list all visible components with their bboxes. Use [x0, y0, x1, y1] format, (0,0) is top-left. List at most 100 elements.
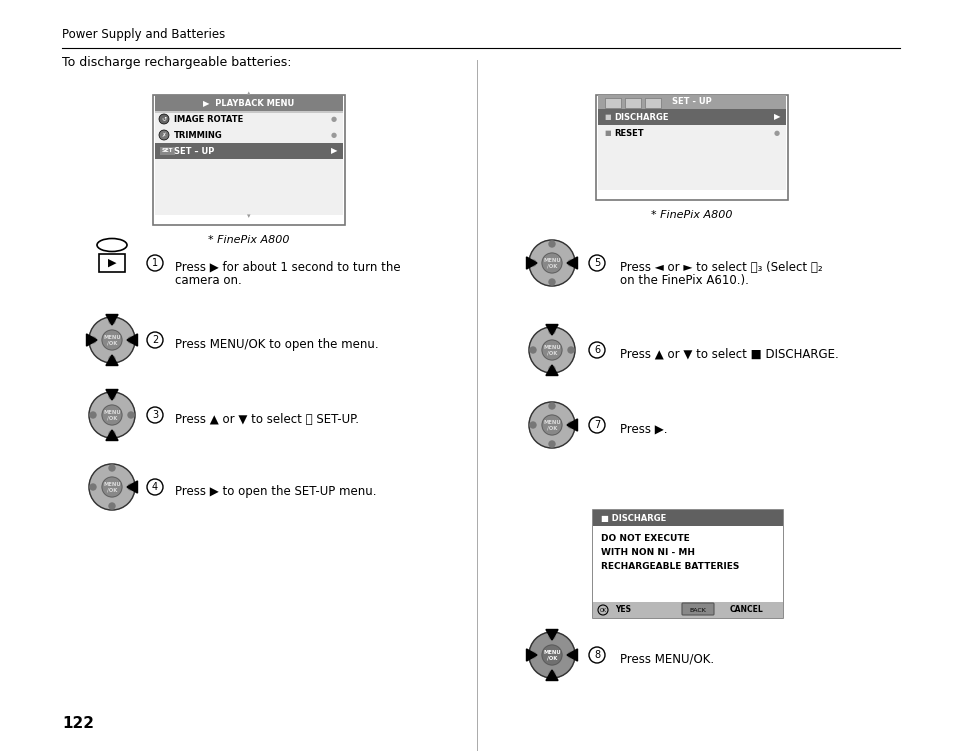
FancyBboxPatch shape — [644, 98, 660, 108]
Text: * FinePix A800: * FinePix A800 — [208, 235, 290, 245]
Text: 7: 7 — [594, 420, 599, 430]
FancyBboxPatch shape — [99, 254, 125, 272]
Text: * FinePix A800: * FinePix A800 — [651, 210, 732, 220]
Circle shape — [102, 330, 122, 350]
Circle shape — [548, 403, 555, 409]
Text: ▶: ▶ — [108, 258, 116, 268]
Text: YES: YES — [615, 606, 630, 615]
Circle shape — [567, 347, 574, 353]
Text: 1: 1 — [152, 258, 158, 268]
Text: Press ▶.: Press ▶. — [619, 423, 667, 436]
Text: To discharge rechargeable batteries:: To discharge rechargeable batteries: — [62, 56, 292, 69]
FancyBboxPatch shape — [154, 143, 343, 159]
Circle shape — [530, 260, 536, 266]
Circle shape — [529, 240, 575, 286]
FancyBboxPatch shape — [624, 98, 640, 108]
FancyBboxPatch shape — [598, 111, 785, 190]
Text: camera on.: camera on. — [174, 274, 241, 287]
Circle shape — [109, 431, 115, 437]
Text: IMAGE ROTATE: IMAGE ROTATE — [173, 115, 243, 124]
Text: OK: OK — [598, 608, 606, 612]
Text: ■: ■ — [603, 130, 610, 136]
Circle shape — [102, 477, 122, 497]
Circle shape — [541, 340, 561, 360]
Circle shape — [90, 337, 96, 343]
Circle shape — [159, 114, 169, 124]
Text: RECHARGEABLE BATTERIES: RECHARGEABLE BATTERIES — [600, 562, 739, 571]
FancyBboxPatch shape — [598, 109, 785, 125]
Circle shape — [548, 279, 555, 285]
Text: ●: ● — [331, 132, 336, 138]
Text: Press ▶ to open the SET-UP menu.: Press ▶ to open the SET-UP menu. — [174, 485, 376, 498]
Circle shape — [548, 328, 555, 334]
Text: MENU
/OK: MENU /OK — [542, 257, 560, 268]
Text: BACK: BACK — [689, 608, 706, 612]
Circle shape — [530, 652, 536, 658]
Text: MENU
/OK: MENU /OK — [542, 420, 560, 430]
Text: Press MENU/OK to open the menu.: Press MENU/OK to open the menu. — [174, 338, 378, 351]
Circle shape — [128, 412, 133, 418]
Text: 2: 2 — [152, 335, 158, 345]
Text: Press MENU/OK.: Press MENU/OK. — [619, 653, 714, 666]
Circle shape — [109, 465, 115, 471]
Circle shape — [529, 402, 575, 448]
Text: ■ DISCHARGE: ■ DISCHARGE — [600, 513, 665, 522]
FancyBboxPatch shape — [604, 98, 620, 108]
Text: MENU
/OK: MENU /OK — [542, 344, 560, 356]
Circle shape — [109, 356, 115, 362]
Text: MENU
/OK: MENU /OK — [103, 482, 121, 492]
Text: ↺: ↺ — [161, 116, 167, 122]
Text: 8: 8 — [594, 650, 599, 660]
FancyBboxPatch shape — [593, 510, 782, 526]
Text: MENU
/OK: MENU /OK — [542, 649, 560, 661]
Circle shape — [159, 130, 169, 140]
Text: SET – UP: SET – UP — [173, 146, 214, 156]
Text: DO NOT EXECUTE: DO NOT EXECUTE — [600, 534, 689, 543]
FancyBboxPatch shape — [598, 97, 785, 190]
Circle shape — [548, 633, 555, 639]
Circle shape — [541, 645, 561, 665]
Text: 4: 4 — [152, 482, 158, 492]
Text: Press ▲ or ▼ to select ■ DISCHARGE.: Press ▲ or ▼ to select ■ DISCHARGE. — [619, 348, 838, 361]
Circle shape — [567, 422, 574, 428]
Circle shape — [530, 422, 536, 428]
Text: ●: ● — [331, 116, 336, 122]
Text: TRIMMING: TRIMMING — [173, 131, 222, 140]
Text: 122: 122 — [62, 716, 94, 731]
Circle shape — [548, 241, 555, 247]
Text: DISCHARGE: DISCHARGE — [614, 112, 668, 122]
Text: 6: 6 — [594, 345, 599, 355]
FancyBboxPatch shape — [596, 95, 787, 200]
Text: SET - UP: SET - UP — [672, 97, 711, 106]
Circle shape — [128, 484, 133, 490]
Circle shape — [89, 392, 135, 438]
Circle shape — [529, 632, 575, 678]
Text: ●: ● — [773, 130, 780, 136]
Text: ▴: ▴ — [247, 90, 251, 96]
Text: 5: 5 — [594, 258, 599, 268]
Text: Press ▶ for about 1 second to turn the: Press ▶ for about 1 second to turn the — [174, 261, 400, 274]
Circle shape — [128, 337, 133, 343]
Text: WITH NON NI - MH: WITH NON NI - MH — [600, 548, 695, 557]
Text: ▶  PLAYBACK MENU: ▶ PLAYBACK MENU — [203, 98, 294, 107]
Circle shape — [102, 405, 122, 425]
Text: Press ▲ or ▼ to select Ⓢ SET-UP.: Press ▲ or ▼ to select Ⓢ SET-UP. — [174, 413, 358, 426]
Circle shape — [567, 260, 574, 266]
Circle shape — [567, 652, 574, 658]
Text: MENU
/OK: MENU /OK — [103, 334, 121, 345]
Text: MENU
/OK: MENU /OK — [103, 410, 121, 421]
Text: CANCEL: CANCEL — [729, 606, 763, 615]
FancyBboxPatch shape — [154, 113, 343, 215]
Text: Power Supply and Batteries: Power Supply and Batteries — [62, 28, 225, 41]
Circle shape — [541, 415, 561, 435]
FancyBboxPatch shape — [598, 95, 785, 109]
FancyBboxPatch shape — [154, 95, 343, 111]
Text: ▶: ▶ — [330, 146, 336, 156]
Text: on the FinePix A610.).: on the FinePix A610.). — [619, 274, 748, 287]
Circle shape — [548, 366, 555, 372]
Circle shape — [89, 317, 135, 363]
Circle shape — [548, 441, 555, 447]
Circle shape — [109, 318, 115, 324]
Circle shape — [530, 347, 536, 353]
Text: ▾: ▾ — [247, 213, 251, 219]
